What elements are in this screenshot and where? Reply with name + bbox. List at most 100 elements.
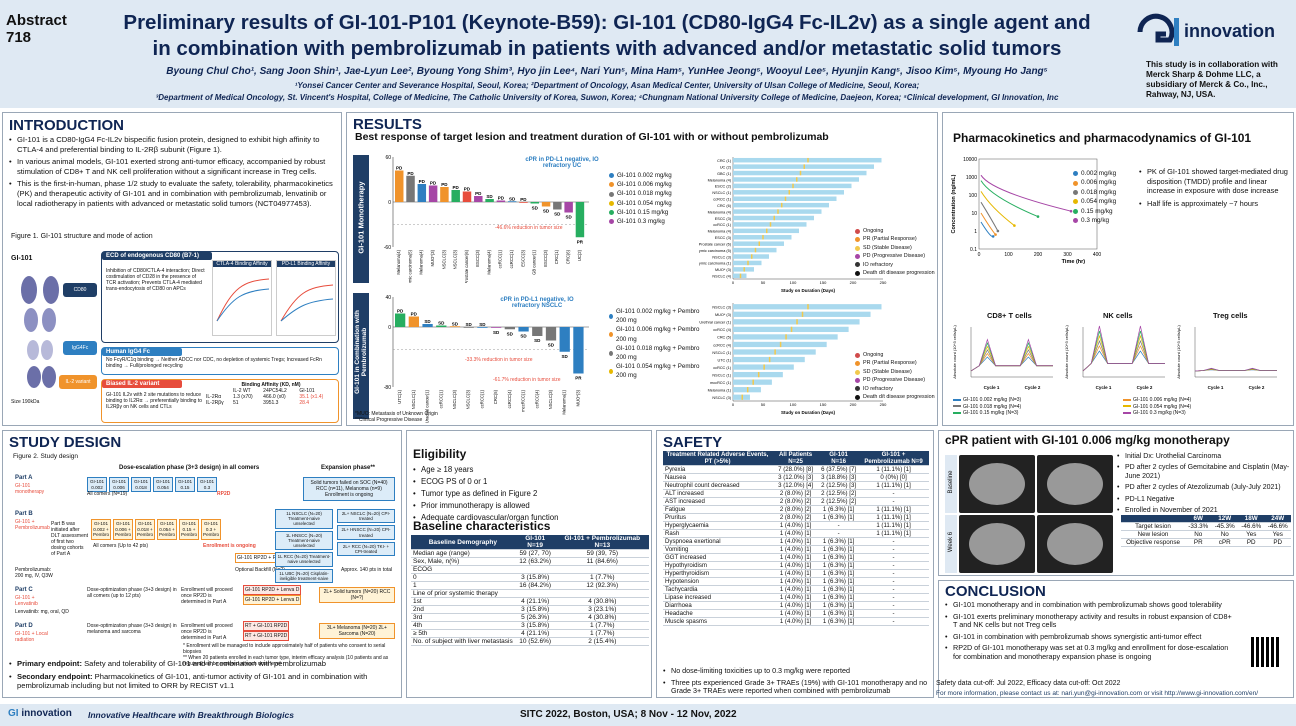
nk-title: NK cells [1103,311,1133,320]
affiliation-line-2: ³Department of Medical Oncology, St. Vin… [155,93,1059,102]
legend-item: GI-101 0.006 mg/kg [609,180,691,189]
pd-legend-item: GI-101 0.002 mg/kg (N=3) [953,397,1123,404]
legend-swatch [609,332,614,338]
waterfall-bar [553,202,562,210]
dose-box: GI-101 0.018 + Pembro [135,519,155,540]
legend-swatch [855,352,860,358]
abstract-label: Abstract 718 [6,12,84,46]
legend-swatch [609,182,614,188]
table-cell: Line of prior systemic therapy [411,589,515,598]
table-cell: - [819,529,859,538]
swim-marker [773,215,775,221]
table-header-cell: 24W [1264,515,1291,523]
partC-expansion: 2L+ Solid tumors (N=20) RCC (N=?) [319,587,395,603]
legend-swatch [1123,405,1131,408]
pk-point [1036,215,1040,218]
swim-label: ESCC (3) [715,217,732,221]
y-tick-label: 0 [388,200,391,206]
legend-swatch [609,368,614,374]
study-design-title: STUDY DESIGN [9,434,122,451]
legend-label: 0.054 mg/kg [1081,198,1117,206]
category-label: ESCC(3) [520,249,525,266]
table-header-cell: 12W [1211,515,1238,523]
cpr-bullet: PD after 2 cycles of Atezolizumab (July-… [1117,484,1293,493]
table-cell: 2 (8.0%) [2] [772,505,820,514]
table-cell: 59 (39, 75) [555,549,649,558]
results-subtitle: Best response of target lesion and treat… [355,131,829,143]
legend-label: GI-101 0.054 mg/kg (N=4) [1133,403,1192,410]
swim-x-tick: 0 [732,402,735,407]
igg4-tag: IgG4Fc [63,341,97,355]
primary-endpoint-label: Primary endpoint: [17,659,82,668]
partC-box-2: GI-101 RP2D + Lenva D [243,595,302,605]
category-label: UC(2) [577,249,582,261]
legend-item: IO refractory [855,385,937,393]
category-label: MUO*(3) [430,249,435,266]
swim-marker [779,341,782,348]
lenva-dose: Lenvatinib: mg, oral, QD [15,609,69,615]
legend-label: Ongoing [863,352,884,358]
contact-link[interactable]: For more information, please contact us … [936,690,1258,697]
table-cell: -33.3% [1185,522,1212,531]
table-cell: Nausea [663,473,773,482]
category-label: MUO*(3) [575,389,580,406]
swim-x-tick: 50 [761,402,766,407]
table-cell: 3rd [411,613,515,622]
baseline-row: 1st 4 (21.1%) 4 (30.8%) [411,597,649,606]
swim-marker [792,183,794,189]
pk-point [991,235,995,238]
swim-lane [733,349,816,355]
pk-y-label: Concentration (ng/mL) [951,174,957,233]
combo-waterfall-chart: 40 0 -80 PD UTC(1) PD NSCLC(1) SD Urachal cancer… [384,295,589,423]
mono-swimmer-plot: CRC (1) UC (2) GBC (1) Melanoma (4) ESCC (2)… [699,157,887,293]
pk-curve [980,212,996,235]
swim-marker [763,364,765,370]
eligibility-item: Adequate cardiovascular/organ function [413,513,649,522]
waterfall-bar [532,327,543,336]
swim-label: CRC (6) [717,204,732,208]
safety-bullet: No dose-limiting toxicities up to 0.3 mg… [663,666,931,676]
swim-label: Prostate cancer (6) [699,242,732,246]
table-cell: Muscle spasms [663,617,773,626]
baseline-title: Baseline characteristics [413,519,551,533]
pk-y-tick: 10 [971,211,977,217]
table-cell: 1 (4.0%) [1] [772,577,820,586]
table-cell: 4 (21.1%) [514,597,556,606]
eligibility-baseline-panel: Eligibility Age ≥ 18 years ECOG PS of 0 o… [406,430,652,698]
legend-label: PR (Partial Response) [863,360,917,367]
partB-sub: GI-101 + Pembrolizumab [15,519,50,531]
table-cell: 12 (92.3%) [555,581,649,590]
legend-swatch [609,350,614,356]
table-cell: 6 (37.5%) [7] [819,465,859,474]
table-cell: 3 (15.8%) [514,621,556,630]
table-cell: AST increased [663,497,773,506]
category-label: CRC(5) [493,389,498,404]
legend-label: 0.006 mg/kg [1081,179,1117,187]
cpr-bullet: Initial Dx: Urothelial Carcinoma [1117,453,1293,462]
table-cell: Pruritus [663,513,773,522]
eligibility-item: Age ≥ 18 years [413,465,649,474]
legend-item: 0.018 mg/kg [1073,188,1137,197]
baseline-tag: Baseline [945,455,957,513]
waterfall-bar [451,190,460,202]
bar-response-label: PD [407,171,414,176]
partA-sub: GI-101 monotherapy [15,483,45,495]
table-cell: 1 (6.3%) [1] [819,593,859,602]
bar-response-label: SD [562,354,569,359]
qr-code[interactable] [1251,637,1281,667]
legend-swatch [1073,218,1078,224]
collaboration-note: This study is in collaboration with Merc… [1146,60,1278,99]
table-cell: ECOG [411,565,515,574]
table-cell: 1 (6.3%) [1] [819,577,859,586]
swim-marker [741,394,743,400]
category-label: UTC(1) [397,389,402,403]
swim-lane [733,334,838,340]
waterfall-bar [575,202,585,238]
safety-row: Hypothyroidism 1 (4.0%) [1] 1 (6.3%) [1] - [663,561,929,570]
safety-row: Rash 1 (4.0%) [1] -1 (11.1%) [1] [663,529,929,538]
legend-item: PD (Progressive Disease) [855,252,937,260]
pd-cycle-label: Cycle 1 [1096,385,1112,390]
table-cell: Hyperthyroidism [663,569,773,578]
swim-marker [752,379,754,385]
combo-reduction-note-2: -61.7% reduction in tumor size [493,377,561,383]
